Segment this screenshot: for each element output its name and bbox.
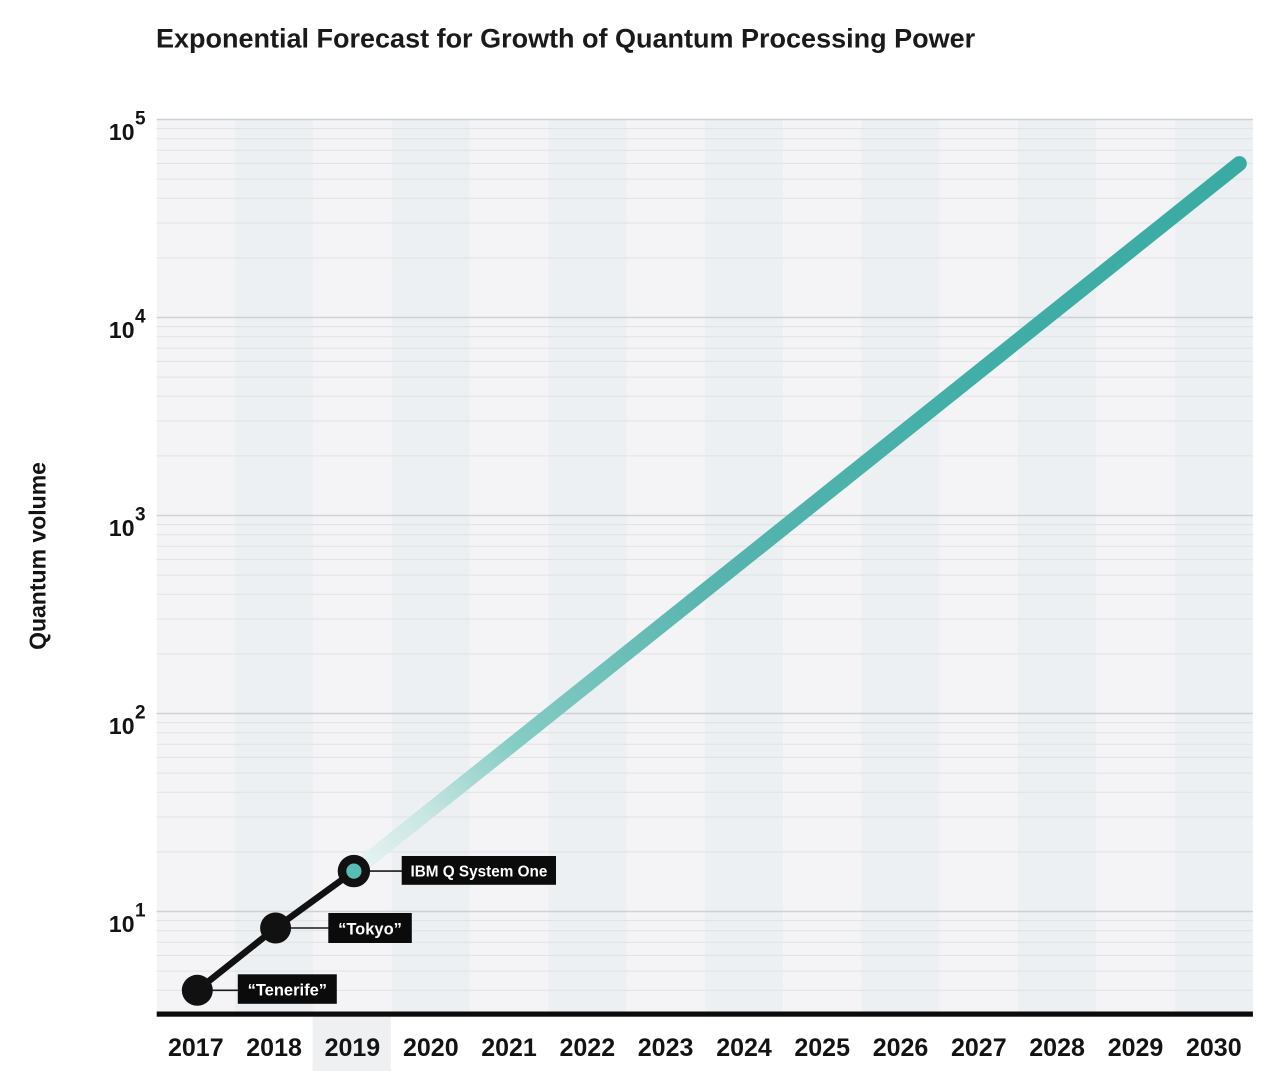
svg-text:IBM Q System One: IBM Q System One — [410, 864, 547, 881]
svg-text:2017: 2017 — [168, 1034, 224, 1062]
svg-text:1: 1 — [135, 901, 146, 922]
svg-text:2024: 2024 — [716, 1034, 772, 1062]
svg-text:10: 10 — [109, 119, 135, 145]
svg-text:2026: 2026 — [873, 1034, 929, 1062]
svg-text:4: 4 — [135, 307, 146, 328]
svg-text:2030: 2030 — [1186, 1034, 1242, 1062]
svg-text:2018: 2018 — [246, 1034, 302, 1062]
svg-text:2020: 2020 — [403, 1034, 459, 1062]
svg-text:“Tenerife”: “Tenerife” — [248, 982, 327, 1000]
svg-text:Exponential Forecast for Growt: Exponential Forecast for Growth of Quant… — [156, 24, 976, 54]
svg-text:10: 10 — [109, 515, 135, 541]
svg-text:2028: 2028 — [1029, 1034, 1085, 1062]
svg-text:10: 10 — [109, 911, 135, 937]
svg-text:2023: 2023 — [638, 1034, 694, 1062]
svg-text:2021: 2021 — [481, 1034, 537, 1062]
svg-text:Quantum volume: Quantum volume — [25, 462, 51, 650]
svg-text:2022: 2022 — [559, 1034, 615, 1062]
svg-text:2: 2 — [135, 703, 146, 724]
svg-text:5: 5 — [135, 109, 146, 130]
svg-text:2025: 2025 — [794, 1034, 850, 1062]
svg-text:2019: 2019 — [325, 1034, 381, 1062]
svg-text:10: 10 — [109, 713, 135, 739]
svg-text:“Tokyo”: “Tokyo” — [338, 921, 402, 939]
svg-text:2029: 2029 — [1108, 1034, 1164, 1062]
svg-text:10: 10 — [109, 317, 135, 343]
svg-text:3: 3 — [135, 505, 146, 526]
svg-text:2027: 2027 — [951, 1034, 1007, 1062]
